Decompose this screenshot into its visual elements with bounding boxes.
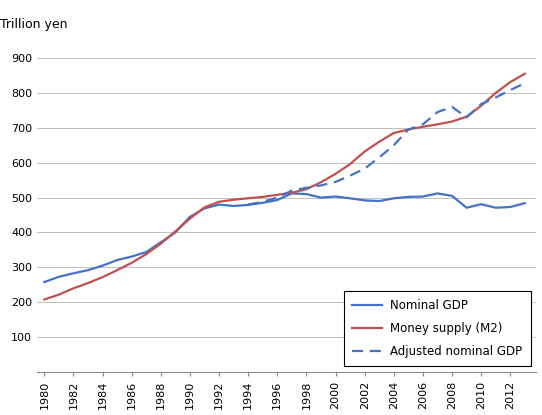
Nominal GDP (41, 280, 48, 285)
Adjusted nominal GDP (390, 143, 397, 148)
Nominal GDP (390, 196, 397, 201)
Money supply (M2) (230, 197, 237, 202)
Money supply (M2) (449, 119, 455, 124)
Adjusted nominal GDP (303, 186, 309, 190)
Money supply (M2) (434, 122, 441, 127)
Nominal GDP (303, 192, 309, 197)
Nominal GDP (99, 263, 106, 268)
Nominal GDP (143, 249, 150, 254)
Adjusted nominal GDP (347, 173, 353, 178)
Adjusted nominal GDP (493, 95, 499, 100)
Nominal GDP (274, 198, 281, 203)
Nominal GDP (405, 194, 411, 199)
Money supply (M2) (521, 71, 528, 76)
Nominal GDP (463, 205, 470, 210)
Nominal GDP (186, 214, 193, 219)
Adjusted nominal GDP (478, 102, 485, 107)
Money supply (M2) (260, 194, 266, 199)
Nominal GDP (230, 203, 237, 208)
Adjusted nominal GDP (449, 105, 455, 110)
Money supply (M2) (274, 192, 281, 197)
Nominal GDP (70, 271, 77, 276)
Money supply (M2) (318, 180, 324, 185)
Money supply (M2) (56, 292, 62, 297)
Adjusted nominal GDP (420, 122, 426, 127)
Money supply (M2) (376, 139, 383, 144)
Money supply (M2) (493, 90, 499, 95)
Money supply (M2) (70, 286, 77, 291)
Money supply (M2) (201, 205, 208, 210)
Money supply (M2) (186, 216, 193, 221)
Nominal GDP (158, 240, 164, 245)
Nominal GDP (507, 205, 513, 210)
Nominal GDP (493, 205, 499, 210)
Nominal GDP (172, 230, 179, 235)
Money supply (M2) (85, 281, 91, 286)
Money supply (M2) (158, 241, 164, 246)
Adjusted nominal GDP (405, 127, 411, 132)
Text: Trillion yen: Trillion yen (0, 18, 67, 31)
Money supply (M2) (390, 131, 397, 136)
Nominal GDP (114, 258, 120, 263)
Nominal GDP (128, 254, 135, 259)
Money supply (M2) (420, 124, 426, 129)
Line: Adjusted nominal GDP: Adjusted nominal GDP (248, 83, 525, 205)
Money supply (M2) (128, 260, 135, 265)
Nominal GDP (85, 268, 91, 273)
Money supply (M2) (362, 149, 368, 154)
Money supply (M2) (405, 127, 411, 132)
Nominal GDP (434, 191, 441, 196)
Nominal GDP (245, 203, 251, 208)
Adjusted nominal GDP (434, 110, 441, 115)
Nominal GDP (288, 191, 295, 196)
Money supply (M2) (114, 268, 120, 273)
Adjusted nominal GDP (362, 166, 368, 171)
Line: Nominal GDP: Nominal GDP (44, 193, 525, 282)
Nominal GDP (260, 200, 266, 205)
Money supply (M2) (216, 199, 222, 204)
Nominal GDP (362, 198, 368, 203)
Money supply (M2) (303, 187, 309, 192)
Nominal GDP (216, 202, 222, 207)
Money supply (M2) (332, 171, 339, 176)
Adjusted nominal GDP (260, 199, 266, 204)
Money supply (M2) (245, 196, 251, 201)
Nominal GDP (332, 194, 339, 199)
Adjusted nominal GDP (274, 195, 281, 200)
Money supply (M2) (99, 275, 106, 280)
Nominal GDP (347, 196, 353, 201)
Money supply (M2) (347, 161, 353, 166)
Nominal GDP (420, 194, 426, 199)
Nominal GDP (449, 193, 455, 198)
Money supply (M2) (463, 114, 470, 119)
Nominal GDP (478, 202, 485, 207)
Nominal GDP (318, 195, 324, 200)
Legend: Nominal GDP, Money supply (M2), Adjusted nominal GDP: Nominal GDP, Money supply (M2), Adjusted… (344, 290, 531, 366)
Line: Money supply (M2): Money supply (M2) (44, 74, 525, 300)
Adjusted nominal GDP (318, 183, 324, 188)
Money supply (M2) (143, 251, 150, 256)
Adjusted nominal GDP (288, 188, 295, 193)
Money supply (M2) (41, 297, 48, 302)
Adjusted nominal GDP (332, 179, 339, 184)
Adjusted nominal GDP (507, 88, 513, 93)
Money supply (M2) (172, 229, 179, 234)
Money supply (M2) (507, 80, 513, 85)
Adjusted nominal GDP (245, 202, 251, 207)
Money supply (M2) (288, 190, 295, 195)
Adjusted nominal GDP (521, 81, 528, 85)
Nominal GDP (521, 201, 528, 206)
Money supply (M2) (478, 103, 485, 108)
Nominal GDP (376, 199, 383, 204)
Nominal GDP (56, 274, 62, 279)
Nominal GDP (201, 206, 208, 211)
Adjusted nominal GDP (376, 155, 383, 160)
Adjusted nominal GDP (463, 115, 470, 120)
